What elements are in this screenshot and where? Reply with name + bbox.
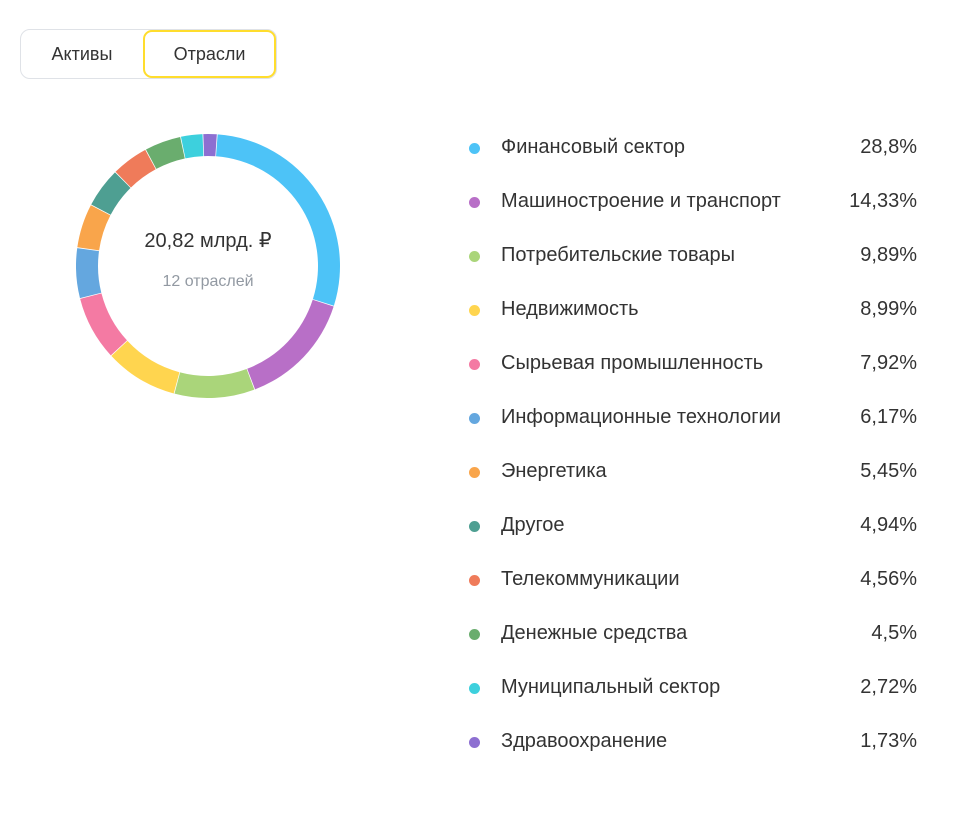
legend-value: 5,45% [860,460,917,482]
donut-segment [76,248,102,299]
tab-assets[interactable]: Активы [51,43,113,64]
legend-label: Сырьевая промышленность [501,352,764,374]
legend-label: Потребительские товары [501,244,736,266]
legend-label: Недвижимость [501,298,639,320]
legend-value: 9,89% [860,244,917,266]
legend-row: Здравоохранение 1,73% [469,718,917,772]
donut-segment [247,299,334,390]
legend-row: Информационные технологии 6,17% [469,394,917,448]
legend-row: Другое 4,94% [469,502,917,556]
legend-dot-icon [469,737,480,748]
donut-segment [174,369,255,398]
legend-label: Денежные средства [501,622,688,644]
legend-label: Машиностроение и транспорт [501,190,781,212]
legend-dot-icon [469,629,480,640]
legend-value: 2,72% [860,676,917,698]
legend-row: Телекоммуникации 4,56% [469,556,917,610]
donut-segment [216,134,340,306]
legend-value: 4,94% [860,514,917,536]
legend-row: Недвижимость 8,99% [469,286,917,340]
legend-value: 8,99% [860,298,917,320]
legend-dot-icon [469,143,480,154]
legend-label: Другое [501,514,565,536]
legend-label: Информационные технологии [501,406,781,428]
donut-segment [77,205,111,251]
legend-value: 4,5% [871,622,917,644]
donut-center: 20,82 млрд. ₽ 12 отраслей [76,134,340,398]
legend-row: Сырьевая промышленность 7,92% [469,340,917,394]
legend-row: Энергетика 5,45% [469,448,917,502]
donut-segment [80,293,128,356]
legend-dot-icon [469,251,480,262]
donut-segment [203,134,217,157]
legend-dot-icon [469,197,480,208]
legend-dot-icon [469,413,480,424]
legend-dot-icon [469,683,480,694]
donut-segment [115,149,156,188]
legend-label: Финансовый сектор [501,136,685,158]
donut-segment [91,172,131,215]
legend: Финансовый сектор 28,8% Машиностроение и т… [469,124,917,772]
legend-row: Финансовый сектор 28,8% [469,124,917,178]
donut-svg [76,134,340,398]
legend-value: 6,17% [860,406,917,428]
tab-industries[interactable]: Отрасли [143,30,276,78]
legend-row: Муниципальный сектор 2,72% [469,664,917,718]
legend-value: 7,92% [860,352,917,374]
donut-segment [180,134,204,159]
legend-label: Здравоохранение [501,730,668,752]
view-switch: Активы Отрасли [20,29,277,79]
legend-row: Машиностроение и транспорт 14,33% [469,178,917,232]
legend-label: Телекоммуникации [501,568,680,590]
donut-chart: 20,82 млрд. ₽ 12 отраслей [76,134,340,398]
industries-count: 12 отраслей [162,272,254,290]
portfolio-total: 20,82 млрд. ₽ [144,229,272,252]
legend-value: 4,56% [860,568,917,590]
legend-value: 14,33% [849,190,917,212]
donut-segment [145,136,185,169]
legend-dot-icon [469,521,480,532]
legend-label: Муниципальный сектор [501,676,721,698]
legend-row: Потребительские товары 9,89% [469,232,917,286]
legend-dot-icon [469,467,480,478]
legend-value: 1,73% [860,730,917,752]
legend-label: Энергетика [501,460,607,482]
legend-row: Денежные средства 4,5% [469,610,917,664]
legend-value: 28,8% [860,136,917,158]
legend-dot-icon [469,575,480,586]
legend-dot-icon [469,359,480,370]
legend-dot-icon [469,305,480,316]
donut-segment [111,340,180,394]
